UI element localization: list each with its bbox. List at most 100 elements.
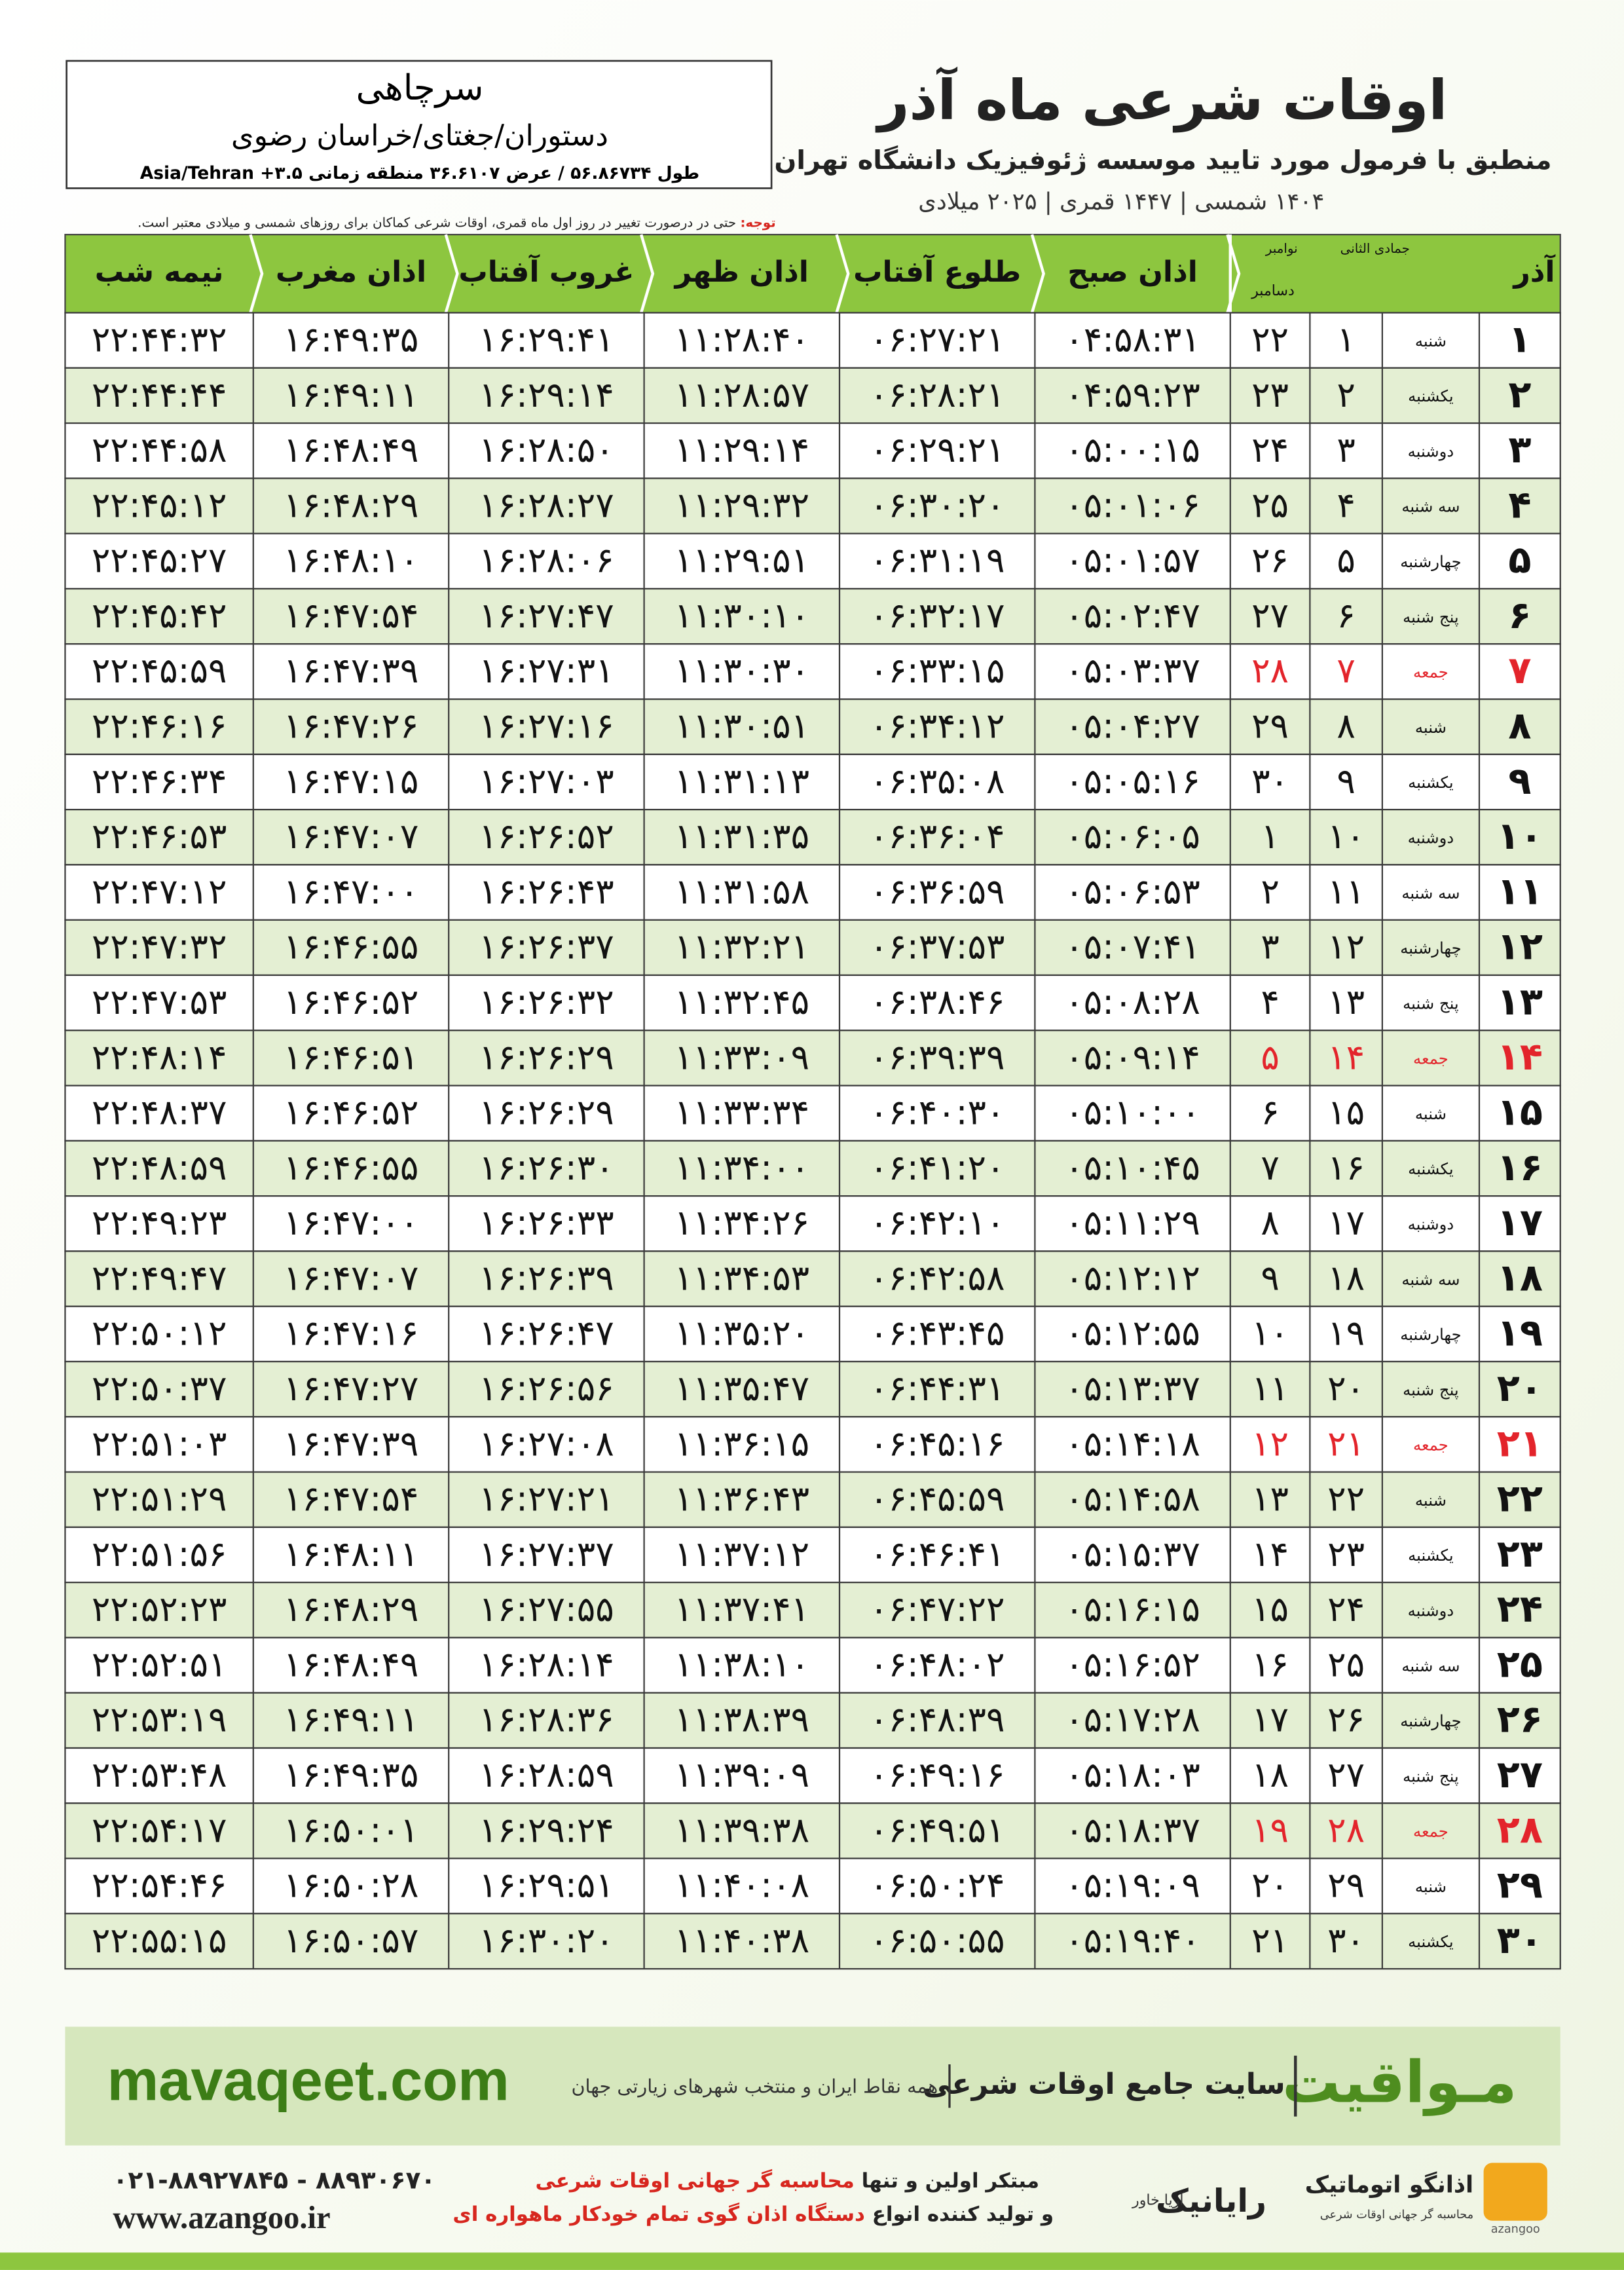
weekday: یکشنبه — [1408, 1159, 1454, 1178]
table-row — [64, 1857, 1561, 1914]
time: ۱۶:۲۸:۵۰ — [479, 430, 614, 470]
time: ۲۲:۴۷:۳۲ — [92, 927, 227, 967]
table-row — [64, 864, 1561, 921]
time: ۰۵:۱۳:۳۷ — [1065, 1368, 1200, 1409]
table-row — [64, 422, 1561, 479]
hijri-day: ۱۵ — [1327, 1092, 1365, 1133]
greg-day: ۹ — [1261, 1257, 1279, 1298]
time: ۱۱:۳۴:۰۰ — [674, 1147, 809, 1188]
hijri-day: ۲۳ — [1327, 1534, 1365, 1574]
hijri-day: ۳۰ — [1327, 1920, 1365, 1961]
time: ۰۵:۰۷:۴۱ — [1065, 927, 1200, 967]
day-number: ۲ — [1508, 373, 1531, 417]
day-number: ۱۴ — [1497, 1035, 1543, 1079]
time: ۰۵:۰۰:۱۵ — [1065, 430, 1200, 470]
time: ۰۵:۱۶:۱۵ — [1065, 1589, 1200, 1629]
title: اوقات شرعی ماه آذر — [875, 66, 1447, 133]
time: ۱۶:۲۶:۴۳ — [479, 871, 614, 912]
day-number: ۲۳ — [1497, 1532, 1543, 1576]
time: ۰۵:۱۹:۴۰ — [1065, 1920, 1200, 1961]
greg-day: ۲۶ — [1251, 540, 1289, 581]
time: ۱۱:۳۱:۳۵ — [674, 816, 809, 857]
time: ۲۲:۴۶:۱۶ — [92, 706, 227, 747]
table-row — [64, 1305, 1561, 1363]
time: ۰۴:۵۹:۲۳ — [1065, 375, 1200, 415]
day-number: ۵ — [1508, 538, 1531, 582]
time: ۲۲:۴۵:۲۷ — [92, 540, 227, 581]
time: ۲۲:۵۱:۵۶ — [92, 1534, 227, 1574]
greg-day: ۲۳ — [1251, 375, 1289, 415]
time: ۰۵:۱۴:۱۸ — [1065, 1423, 1200, 1464]
tagline-highlight: دستگاه اذان گوی تمام خودکار ماهواره ای — [452, 2201, 865, 2225]
weekday: چهارشنبه — [1400, 1711, 1461, 1730]
time: ۱۶:۵۰:۲۸ — [284, 1865, 419, 1906]
weekday: چهارشنبه — [1400, 1325, 1461, 1344]
logo-azangoo-en: azangoo — [1491, 2223, 1540, 2236]
table-row — [64, 1085, 1561, 1142]
day-number: ۲۷ — [1497, 1753, 1543, 1796]
time: ۱۶:۲۶:۲۹ — [479, 1092, 614, 1133]
time: ۱۶:۲۶:۵۶ — [479, 1368, 614, 1409]
header-chevron — [444, 234, 459, 314]
greg-day: ۷ — [1261, 1147, 1279, 1188]
time: ۰۶:۵۰:۲۴ — [870, 1865, 1005, 1906]
time: ۱۱:۳۹:۰۹ — [674, 1755, 809, 1795]
column-header: طلوع آفتاب — [853, 253, 1021, 289]
tagline-highlight: محاسبه گر جهانی اوقات شرعی — [535, 2168, 854, 2193]
table-row — [64, 809, 1561, 866]
time: ۲۲:۴۵:۵۹ — [92, 650, 227, 691]
time: ۱۱:۳۳:۰۹ — [674, 1037, 809, 1077]
weekday: شنبه — [1415, 1877, 1447, 1896]
day-number: ۱۱ — [1497, 869, 1543, 913]
time: ۱۶:۲۷:۱۶ — [479, 706, 614, 747]
greg-day: ۱۵ — [1251, 1589, 1289, 1629]
time: ۱۱:۲۹:۳۲ — [674, 485, 809, 525]
time: ۱۶:۲۸:۵۹ — [479, 1755, 614, 1795]
coordinates: طول ۵۶.۸۶۷۳۴ / عرض ۳۶.۶۱۰۷ منطقه زمانی ۳… — [140, 163, 700, 183]
hijri-day: ۱۳ — [1327, 982, 1365, 1022]
time: ۲۲:۵۲:۲۳ — [92, 1589, 227, 1629]
time: ۱۶:۲۷:۵۵ — [479, 1589, 614, 1629]
time: ۱۶:۲۷:۳۱ — [479, 650, 614, 691]
hijri-day: ۲۰ — [1327, 1368, 1365, 1409]
time: ۱۶:۴۶:۵۱ — [284, 1037, 419, 1077]
time: ۰۶:۳۹:۳۹ — [870, 1037, 1005, 1077]
phone: ۰۲۱-۸۸۹۲۷۸۴۵ - ۸۸۹۳۰۶۷۰ — [113, 2166, 435, 2195]
time: ۰۵:۱۰:۰۰ — [1065, 1092, 1200, 1133]
time: ۱۶:۴۷:۲۷ — [284, 1368, 419, 1409]
day-number: ۲۸ — [1497, 1808, 1543, 1851]
time: ۰۵:۰۵:۱۶ — [1065, 761, 1200, 802]
time: ۲۲:۵۳:۱۹ — [92, 1700, 227, 1740]
time: ۰۵:۰۳:۳۷ — [1065, 650, 1200, 691]
day-number: ۲۰ — [1497, 1366, 1543, 1410]
time: ۱۶:۳۰:۲۰ — [479, 1920, 614, 1961]
weekday: شنبه — [1415, 331, 1447, 350]
time: ۲۲:۴۴:۵۸ — [92, 430, 227, 470]
day-number: ۶ — [1508, 593, 1531, 637]
time: ۱۱:۳۸:۳۹ — [674, 1700, 809, 1740]
time: ۱۶:۴۶:۵۵ — [284, 927, 419, 967]
time: ۰۶:۴۵:۱۶ — [870, 1423, 1005, 1464]
time: ۲۲:۴۶:۵۳ — [92, 816, 227, 857]
weekday: پنج شنبه — [1403, 1766, 1459, 1785]
weekday: سه شنبه — [1401, 1270, 1460, 1289]
time: ۰۶:۲۸:۲۱ — [870, 375, 1005, 415]
time: ۱۱:۳۴:۵۳ — [674, 1257, 809, 1298]
time: ۰۵:۱۶:۵۲ — [1065, 1644, 1200, 1684]
weekday: جمعه — [1413, 1436, 1449, 1455]
time: ۰۶:۴۳:۴۵ — [870, 1313, 1005, 1354]
weekday: پنج شنبه — [1403, 1380, 1459, 1399]
hijri-day: ۳ — [1337, 430, 1355, 470]
time: ۱۶:۵۰:۵۷ — [284, 1920, 419, 1961]
weekday: جمعه — [1413, 1049, 1449, 1068]
logo-raianik: رایانیک — [1156, 2183, 1266, 2220]
day-number: ۱۸ — [1497, 1256, 1543, 1299]
time: ۰۵:۱۲:۱۲ — [1065, 1257, 1200, 1298]
time: ۱۶:۴۹:۳۵ — [284, 1755, 419, 1795]
time: ۲۲:۴۸:۵۹ — [92, 1147, 227, 1188]
time: ۱۶:۲۶:۲۹ — [479, 1037, 614, 1077]
time: ۱۱:۳۲:۲۱ — [674, 927, 809, 967]
time: ۱۱:۲۹:۵۱ — [674, 540, 809, 581]
logo-mark — [1483, 2163, 1547, 2221]
